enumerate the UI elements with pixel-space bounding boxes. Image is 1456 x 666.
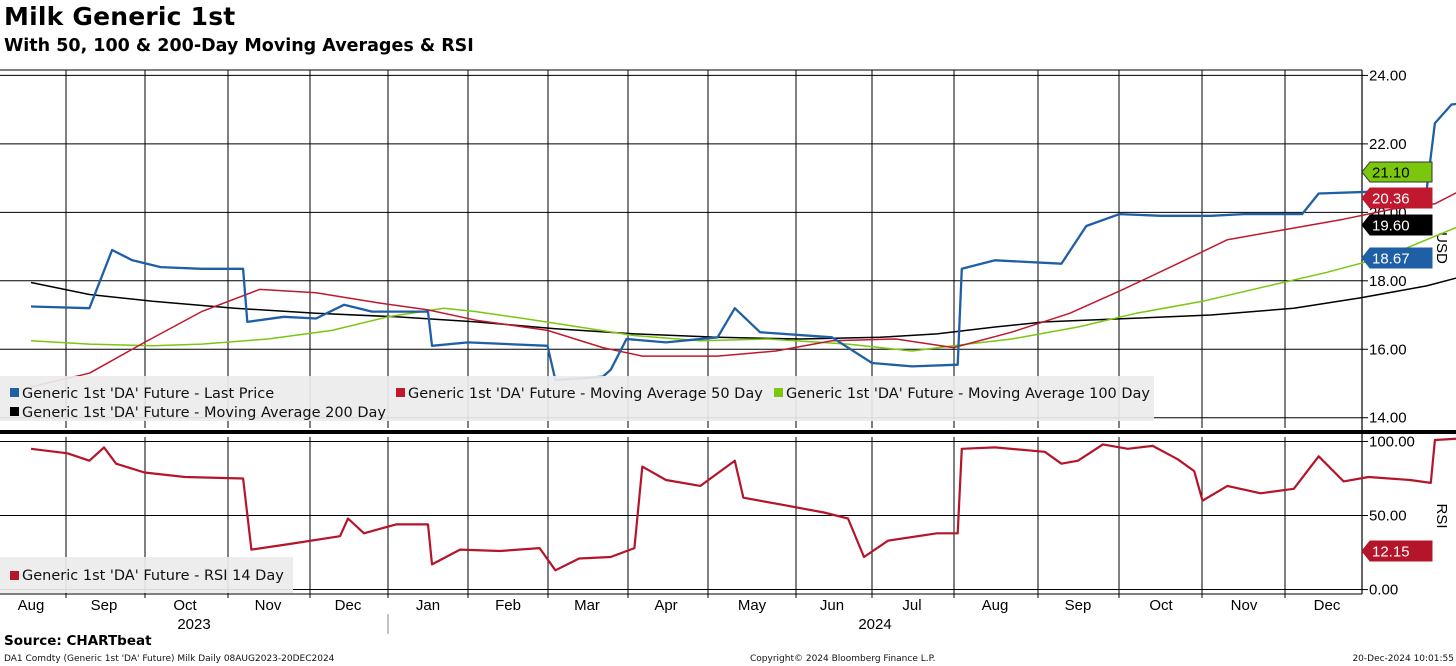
legend-label-rsi: Generic 1st 'DA' Future - RSI 14 Day <box>22 568 284 584</box>
footer-security: DA1 Comdty (Generic 1st 'DA' Future) Mil… <box>4 654 335 664</box>
tag-ma200-shape <box>1361 214 1433 236</box>
tag-last-price: 18.67 <box>1361 247 1433 269</box>
tag-ma200-value: 19.60 <box>1372 218 1410 235</box>
month-label: Sep <box>1065 597 1092 614</box>
month-label: Nov <box>255 597 282 614</box>
rsi-axis-title: RSI <box>1433 503 1450 528</box>
tag-rsi-shape <box>1361 540 1433 562</box>
month-label: May <box>738 597 767 614</box>
legend-swatch-ma200 <box>10 407 19 416</box>
ma50-line <box>30 192 1456 388</box>
legend-label-ma100: Generic 1st 'DA' Future - Moving Average… <box>786 386 1150 402</box>
price-legend-box <box>0 376 1154 421</box>
month-label: Nov <box>1231 597 1258 614</box>
tag-ma100-value: 21.10 <box>1372 165 1410 182</box>
legend-swatch-last_price <box>10 388 19 397</box>
footer-copyright: Copyright© 2024 Bloomberg Finance L.P. <box>750 654 936 664</box>
footer-timestamp: 20-Dec-2024 10:01:55 <box>1352 654 1454 664</box>
rsi-tick-label: 0.00 <box>1369 582 1398 599</box>
legend-label-ma50: Generic 1st 'DA' Future - Moving Average… <box>408 386 763 402</box>
month-label: Sep <box>91 597 118 614</box>
price-tick-label: 22.00 <box>1369 136 1407 153</box>
rsi-tick-label: 50.00 <box>1369 508 1407 525</box>
panel-divider <box>0 430 1456 434</box>
legend-label-ma200: Generic 1st 'DA' Future - Moving Average… <box>22 405 386 421</box>
chart-title: Milk Generic 1st <box>4 2 236 31</box>
month-label: Apr <box>654 597 677 614</box>
tag-ma50-shape <box>1361 187 1433 209</box>
source-note: Source: CHARTbeat <box>4 633 152 649</box>
month-label: Oct <box>173 597 197 614</box>
year-label: 2024 <box>858 616 891 633</box>
tag-rsi-value: 12.15 <box>1372 544 1410 561</box>
month-label: Jan <box>416 597 440 614</box>
price-tick-label: 14.00 <box>1369 410 1407 427</box>
tag-ma100-shape <box>1361 161 1433 183</box>
month-label: Oct <box>1149 597 1173 614</box>
rsi-tick-label: 100.00 <box>1369 433 1415 450</box>
month-label: Jun <box>820 597 844 614</box>
price-tick-label: 18.00 <box>1369 273 1407 290</box>
month-label: Dec <box>335 597 362 614</box>
ma200-line <box>30 277 1456 340</box>
legend-swatch-rsi <box>10 571 19 580</box>
rsi-legend-box <box>0 557 293 593</box>
legend-swatch-ma50 <box>396 388 405 397</box>
rsi-line <box>30 437 1456 572</box>
last-price-line <box>30 102 1456 382</box>
legend-label-last_price: Generic 1st 'DA' Future - Last Price <box>22 386 274 402</box>
tag-last-price-value: 18.67 <box>1372 251 1410 268</box>
price-axis-title: USD <box>1433 232 1450 264</box>
year-label: 2023 <box>177 616 210 633</box>
chart-subtitle: With 50, 100 & 200-Day Moving Averages &… <box>4 36 474 56</box>
month-label: Aug <box>18 597 45 614</box>
tag-ma50-value: 20.36 <box>1372 191 1410 208</box>
price-tick-label: 16.00 <box>1369 341 1407 358</box>
tag-ma50: 20.36 <box>1361 187 1433 209</box>
month-label: Jul <box>902 597 921 614</box>
tag-ma200: 19.60 <box>1361 214 1433 236</box>
price-tick-label: 24.00 <box>1369 67 1407 84</box>
month-label: Dec <box>1314 597 1341 614</box>
month-label: Feb <box>495 597 521 614</box>
month-label: Aug <box>982 597 1009 614</box>
tag-ma100: 21.10 <box>1361 161 1433 183</box>
tag-last-price-shape <box>1361 247 1433 269</box>
legend-swatch-ma100 <box>774 388 783 397</box>
month-label: Mar <box>574 597 600 614</box>
tag-rsi: 12.15 <box>1361 540 1433 562</box>
ma100-line <box>30 226 1456 352</box>
